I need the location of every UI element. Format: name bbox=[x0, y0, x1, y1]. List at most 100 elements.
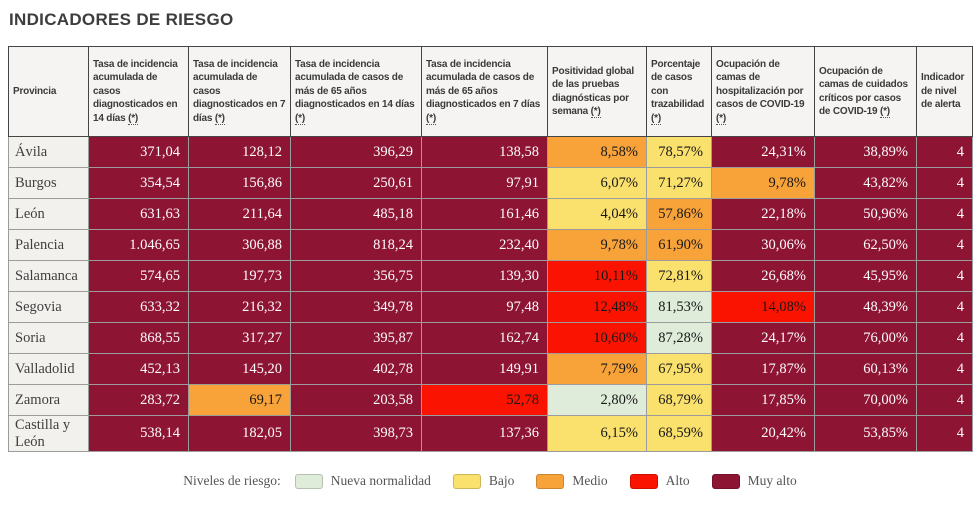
value-cell: 22,18% bbox=[711, 198, 815, 230]
legend-swatch-bajo bbox=[452, 473, 481, 489]
value-cell: 395,87 bbox=[290, 322, 422, 354]
alert-level-cell: 4 bbox=[916, 136, 973, 168]
header-footnote-marker[interactable]: (*) bbox=[214, 112, 225, 125]
alert-level-cell: 4 bbox=[916, 414, 973, 453]
value-cell: 128,12 bbox=[188, 136, 291, 168]
column-header-1: Tasa de incidencia acumulada de casos di… bbox=[88, 46, 189, 137]
value-cell: 68,59% bbox=[646, 414, 712, 453]
value-cell: 38,89% bbox=[814, 136, 917, 168]
value-cell: 61,90% bbox=[646, 229, 712, 261]
province-cell: Castilla y León bbox=[8, 414, 89, 453]
alert-level-cell: 4 bbox=[916, 291, 973, 323]
column-header-4: Tasa de incidencia acumulada de casos de… bbox=[421, 46, 548, 137]
table-row: Burgos 354,54 156,86 250,61 97,91 6,07% 71,27%… bbox=[8, 167, 973, 199]
value-cell: 78,57% bbox=[646, 136, 712, 168]
value-cell: 211,64 bbox=[188, 198, 291, 230]
value-cell: 9,78% bbox=[711, 167, 815, 199]
header-footnote-marker[interactable]: (*) bbox=[128, 112, 139, 125]
column-header-label: Porcentaje de casos con trazabilidad bbox=[651, 58, 705, 111]
value-cell: 81,53% bbox=[646, 291, 712, 323]
column-header-label: Ocupación de camas de cuidados críticos … bbox=[819, 65, 908, 118]
table-row: Segovia 633,32 216,32 349,78 97,48 12,48% 81,5… bbox=[8, 291, 973, 323]
table-header-row: Provincia Tasa de incidencia acumulada de… bbox=[8, 46, 973, 137]
value-cell: 53,85% bbox=[814, 414, 917, 453]
header-footnote-marker[interactable]: (*) bbox=[295, 112, 305, 125]
column-header-label: Ocupación de camas de hospitalización po… bbox=[716, 58, 805, 111]
legend-item-label: Nueva normalidad bbox=[330, 473, 431, 489]
column-header-label: Provincia bbox=[13, 85, 57, 97]
legend-item-label: Muy alto bbox=[747, 473, 797, 489]
page-title: INDICADORES DE RIESGO bbox=[9, 10, 234, 29]
value-cell: 452,13 bbox=[88, 353, 189, 385]
table-row: Palencia 1.046,65 306,88 818,24 232,40 9,78% 6… bbox=[8, 229, 973, 261]
alert-level-cell: 4 bbox=[916, 167, 973, 199]
value-cell: 52,78 bbox=[421, 384, 548, 416]
value-cell: 283,72 bbox=[88, 384, 189, 416]
value-cell: 402,78 bbox=[290, 353, 422, 385]
value-cell: 6,15% bbox=[547, 414, 647, 453]
alert-level-cell: 4 bbox=[916, 322, 973, 354]
value-cell: 818,24 bbox=[290, 229, 422, 261]
value-cell: 69,17 bbox=[188, 384, 291, 416]
value-cell: 24,17% bbox=[711, 322, 815, 354]
header-footnote-marker[interactable]: (*) bbox=[590, 106, 601, 118]
value-cell: 9,78% bbox=[547, 229, 647, 261]
value-cell: 216,32 bbox=[188, 291, 291, 323]
header-footnote-marker[interactable]: (*) bbox=[879, 106, 890, 118]
value-cell: 60,13% bbox=[814, 353, 917, 385]
column-header-label: Tasa de incidencia acumulada de casos de… bbox=[426, 58, 541, 111]
value-cell: 197,73 bbox=[188, 260, 291, 292]
value-cell: 17,87% bbox=[711, 353, 815, 385]
legend-item-alto: Alto bbox=[629, 473, 690, 489]
table-row: Zamora 283,72 69,17 203,58 52,78 2,80% 68,79% 1… bbox=[8, 384, 973, 416]
value-cell: 398,73 bbox=[290, 414, 422, 453]
value-cell: 4,04% bbox=[547, 198, 647, 230]
risk-indicators-table: Provincia Tasa de incidencia acumulada de… bbox=[8, 46, 973, 453]
value-cell: 145,20 bbox=[188, 353, 291, 385]
header-footnote-marker[interactable]: (*) bbox=[426, 112, 436, 125]
legend-item-bajo: Bajo bbox=[452, 473, 514, 489]
value-cell: 203,58 bbox=[290, 384, 422, 416]
province-cell: León bbox=[8, 198, 89, 230]
alert-level-cell: 4 bbox=[916, 260, 973, 292]
value-cell: 631,63 bbox=[88, 198, 189, 230]
header-footnote-marker[interactable]: (*) bbox=[716, 112, 726, 125]
value-cell: 232,40 bbox=[421, 229, 548, 261]
table-row: Soria 868,55 317,27 395,87 162,74 10,60% 87,28… bbox=[8, 322, 973, 354]
table-row: Castilla y León 538,14 182,05 398,73 137,36 6… bbox=[8, 414, 973, 453]
value-cell: 356,75 bbox=[290, 260, 422, 292]
value-cell: 20,42% bbox=[711, 414, 815, 453]
legend-swatch-muy_alto bbox=[711, 473, 740, 489]
value-cell: 10,11% bbox=[547, 260, 647, 292]
value-cell: 1.046,65 bbox=[88, 229, 189, 261]
value-cell: 182,05 bbox=[188, 414, 291, 453]
column-header-6: Porcentaje de casos con trazabilidad (*) bbox=[646, 46, 712, 137]
value-cell: 538,14 bbox=[88, 414, 189, 453]
value-cell: 139,30 bbox=[421, 260, 548, 292]
legend-item-muy_alto: Muy alto bbox=[711, 473, 797, 489]
page: INDICADORES DE RIESGO Provincia Tasa de i… bbox=[8, 10, 973, 489]
value-cell: 10,60% bbox=[547, 322, 647, 354]
value-cell: 2,80% bbox=[547, 384, 647, 416]
column-header-9: Indicador de nivel de alerta bbox=[916, 46, 973, 137]
table-row: Ávila 371,04 128,12 396,29 138,58 8,58% 78,57%… bbox=[8, 136, 973, 168]
value-cell: 138,58 bbox=[421, 136, 548, 168]
province-cell: Valladolid bbox=[8, 353, 89, 385]
value-cell: 8,58% bbox=[547, 136, 647, 168]
province-cell: Burgos bbox=[8, 167, 89, 199]
value-cell: 62,50% bbox=[814, 229, 917, 261]
value-cell: 354,54 bbox=[88, 167, 189, 199]
value-cell: 6,07% bbox=[547, 167, 647, 199]
value-cell: 45,95% bbox=[814, 260, 917, 292]
legend-item-label: Medio bbox=[572, 473, 608, 489]
value-cell: 48,39% bbox=[814, 291, 917, 323]
header-footnote-marker[interactable]: (*) bbox=[651, 112, 661, 125]
value-cell: 97,91 bbox=[421, 167, 548, 199]
alert-level-cell: 4 bbox=[916, 229, 973, 261]
value-cell: 12,48% bbox=[547, 291, 647, 323]
value-cell: 149,91 bbox=[421, 353, 548, 385]
table-row: Valladolid 452,13 145,20 402,78 149,91 7,79% 6… bbox=[8, 353, 973, 385]
province-cell: Segovia bbox=[8, 291, 89, 323]
value-cell: 76,00% bbox=[814, 322, 917, 354]
column-header-label: Tasa de incidencia acumulada de casos di… bbox=[193, 58, 286, 124]
